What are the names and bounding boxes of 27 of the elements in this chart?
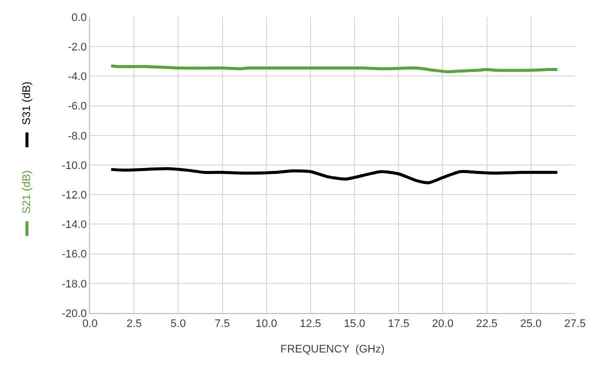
x-axis-title: FREQUENCY (GHz) <box>280 343 385 356</box>
x-tick-label: 15.0 <box>344 318 366 330</box>
text: S21 (dB) <box>21 170 34 214</box>
x-tick-label: 20.0 <box>432 318 454 330</box>
x-tick-label: 25.0 <box>520 318 542 330</box>
x-tick-label: 5.0 <box>170 318 186 330</box>
x-tick-label: 17.5 <box>388 318 410 330</box>
y-tick-label: -18.0 <box>62 278 87 290</box>
y-tick-label: 0.0 <box>72 12 87 24</box>
x-tick-label: 12.5 <box>300 318 322 330</box>
x-tick-label: 27.5 <box>564 318 586 330</box>
x-tick-label: 10.0 <box>256 318 278 330</box>
y-tick-label: -12.0 <box>62 189 87 202</box>
y-tick-label: -20.0 <box>62 308 87 320</box>
y-tick-label: -10.0 <box>62 160 87 172</box>
text: S31 (dB) <box>20 82 33 125</box>
y-tick-label: -6.0 <box>68 100 87 113</box>
x-tick-label: 2.5 <box>126 318 142 330</box>
y-tick-label: -2.0 <box>68 41 87 54</box>
x-tick-label: 0.0 <box>82 318 98 330</box>
line-series <box>110 167 559 184</box>
y-tick-label: -4.0 <box>68 71 87 84</box>
x-tick-label: 22.5 <box>476 318 498 330</box>
x-tick-label: 7.5 <box>214 318 230 330</box>
y-tick-label: -8.0 <box>68 130 87 142</box>
y-tick-label: -14.0 <box>62 219 87 232</box>
y-tick-label: -16.0 <box>62 248 87 261</box>
